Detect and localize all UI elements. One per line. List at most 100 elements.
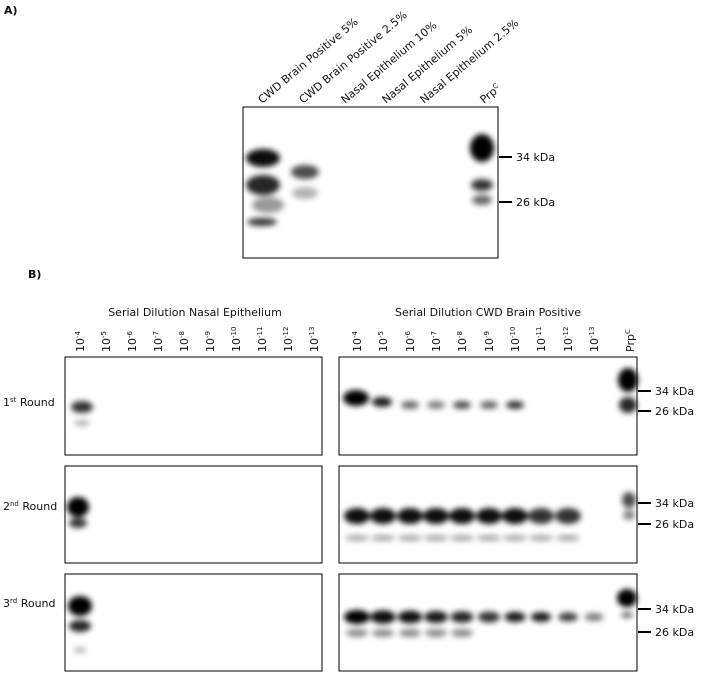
group-title: Serial Dilution Nasal Epithelium [108,306,282,319]
band [343,390,369,406]
band [71,401,93,413]
lane-label: 10-8 [456,331,469,352]
bands [67,134,638,653]
lane-label: 10-6 [126,330,139,352]
band [247,218,277,226]
text-part: -8 [178,331,186,338]
band [506,401,524,409]
text-part: -9 [204,331,212,338]
lane-label: 10-6 [404,330,417,352]
band [618,368,638,392]
band [74,647,86,653]
band [530,612,552,622]
text-part: 10 [509,338,522,352]
text-part: 10 [483,338,496,352]
text-part: 10 [178,338,191,352]
band [472,195,492,205]
band [401,401,419,409]
text-part: -7 [430,331,438,338]
band [584,612,604,622]
lane-label: 10-13 [308,327,321,352]
band [370,508,396,524]
band [555,508,581,524]
lane-label: 10-11 [535,327,548,352]
band [423,508,449,524]
text-part: Round [16,396,54,409]
blot [64,465,323,564]
text-part: -9 [483,331,491,338]
text-part: 10 [535,338,548,352]
text-part: -13 [308,327,316,338]
marker-label: 34 kDa [516,151,555,164]
panel-label: A) [4,4,18,17]
text-part: nd [10,500,19,508]
band [504,611,526,623]
band [450,611,474,623]
band [291,165,319,179]
band [292,187,318,199]
band [478,611,500,623]
panel-label: B) [28,268,41,281]
text-part: 10 [308,338,321,352]
text-part: -6 [404,330,412,338]
blot [64,356,323,456]
band [397,508,423,524]
text-part: 10 [430,338,443,352]
band [453,401,471,409]
band [372,629,394,637]
band [68,596,92,616]
text-part: rd [10,597,17,605]
text-part: C [624,329,632,334]
band [372,397,392,407]
text-part: -12 [562,327,570,338]
band [449,508,475,524]
lane-label: 10-4 [351,330,364,352]
text-part: -11 [256,327,264,338]
band [371,535,395,541]
band [503,535,527,541]
text-part: -12 [282,327,290,338]
band [370,610,396,624]
lane-label: 10-12 [282,327,295,352]
text-part: 10 [126,338,139,352]
band [470,134,494,162]
marker-label: 26 kDa [655,405,694,418]
text-part: 10 [100,338,113,352]
band [621,612,633,618]
band [344,508,370,524]
text-part: 1 [3,396,10,409]
lane-label: 10-5 [100,331,113,352]
band [344,610,370,624]
band [529,535,553,541]
band [397,610,423,624]
band [480,401,498,409]
text-part: 10 [282,338,295,352]
band [450,535,474,541]
text-part: 3 [3,597,10,610]
marker-label: 34 kDa [655,497,694,510]
band [471,179,493,191]
text-part: 10 [377,338,390,352]
lane-label: 10-10 [230,327,243,352]
round-label: 1st Round [3,396,55,409]
band [346,629,368,637]
band [424,610,448,624]
text-part: 10 [404,338,417,352]
band [528,508,554,524]
band [345,535,369,541]
text-part: -6 [126,330,134,338]
text-part: -7 [152,331,160,338]
text-part: 10 [204,338,217,352]
text-part: 10 [256,338,269,352]
band [69,620,91,632]
band [398,535,422,541]
band [246,175,280,195]
lane-label: 10-7 [152,331,165,352]
marker-label: 26 kDa [516,196,555,209]
round-label: 2nd Round [3,500,57,513]
lane-label: 10-12 [562,327,575,352]
text-part: 10 [588,338,601,352]
text-part: 10 [152,338,165,352]
band [69,518,87,528]
